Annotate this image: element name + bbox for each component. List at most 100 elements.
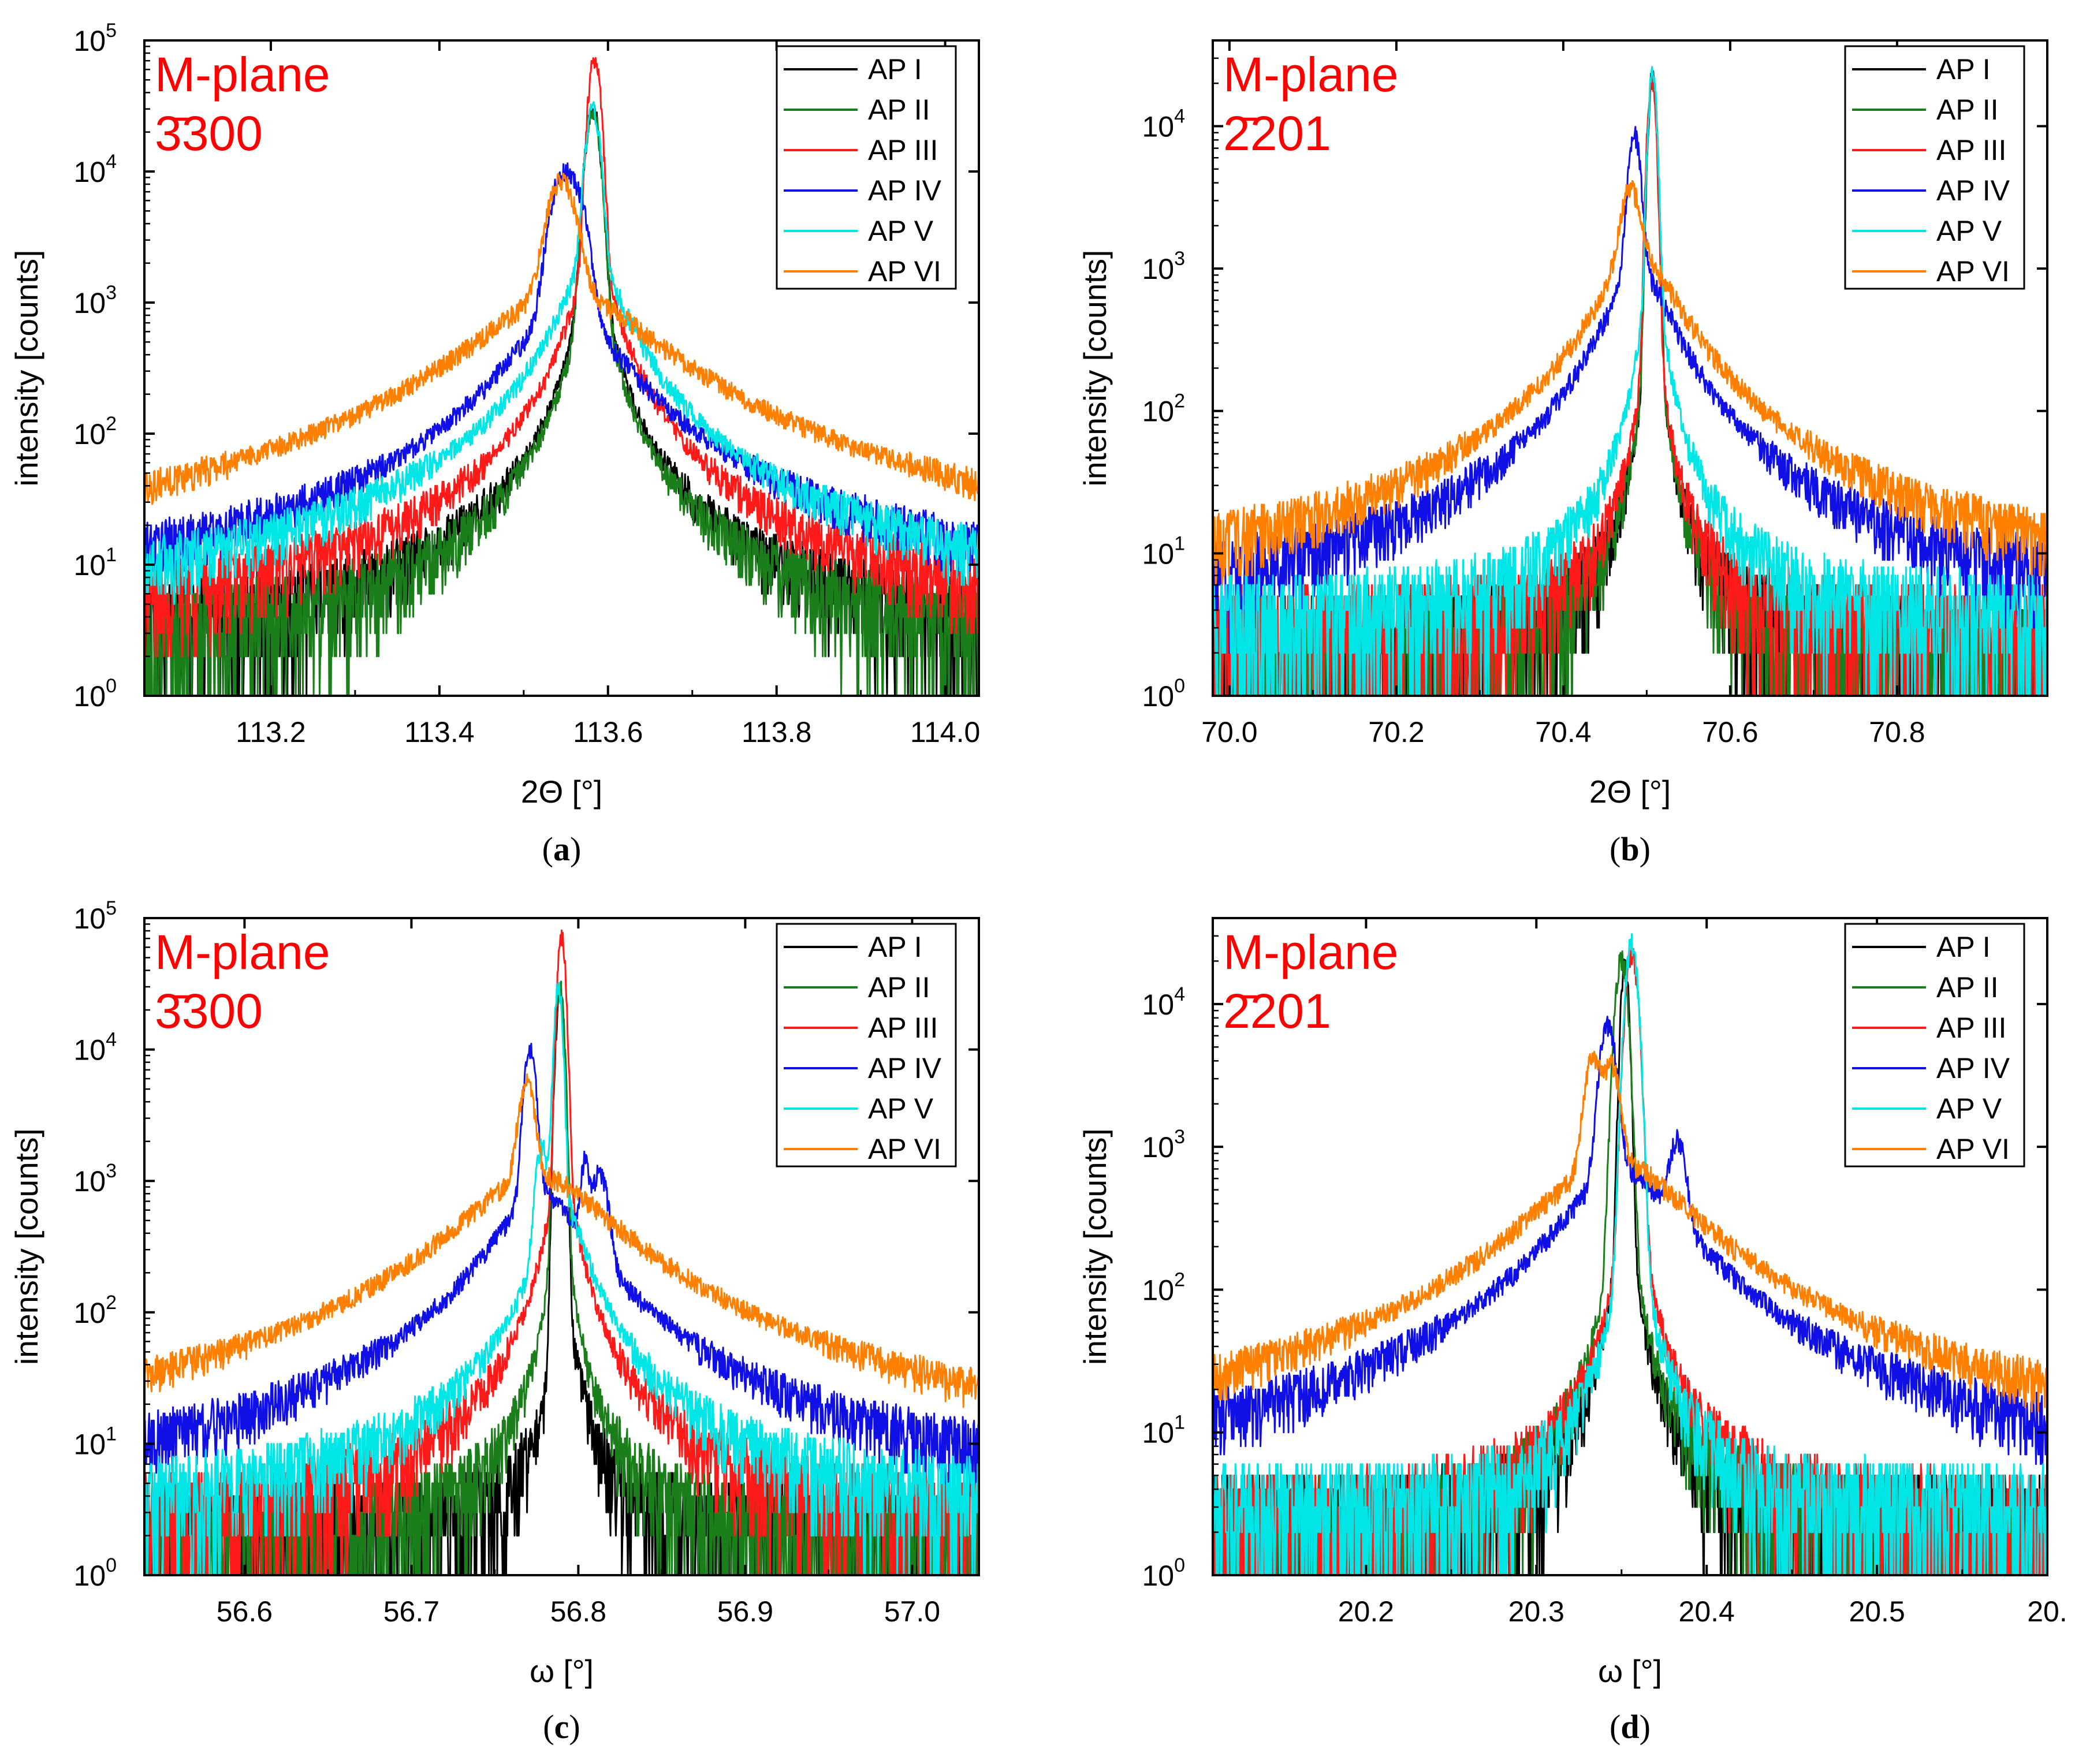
legend-label: AP I (1936, 931, 1991, 963)
x-tick-label: 114.0 (910, 716, 980, 748)
legend: AP I AP II AP III AP IV AP V AP VI (1844, 45, 2025, 290)
annotation-plane: M-plane (155, 47, 330, 102)
y-tick-label: 104 (73, 1029, 117, 1066)
chart-panel-b: 70.0 70.2 70.4 70.6 70.8 100 101 102 103 104 2Θ [°… (1077, 39, 2048, 868)
x-tick-label: 20.2 (1338, 1595, 1394, 1628)
y-tick-label: 102 (73, 1292, 117, 1329)
y-axis-title: intensity [counts] (1077, 1128, 1113, 1365)
y-tick-label: 104 (73, 151, 117, 188)
y-axis-title: intensity [counts] (9, 1128, 44, 1365)
legend-box (776, 45, 957, 290)
annotation-reflection: 2̄201 (1223, 984, 1331, 1038)
series-line-ap-vi (144, 1073, 979, 1408)
legend-label: AP IV (868, 1052, 942, 1084)
x-tick-label: 56.7 (383, 1595, 439, 1628)
y-tick-label: 104 (1142, 105, 1185, 143)
y-tick-label: 102 (1142, 390, 1185, 428)
legend-label: AP IV (1936, 1052, 2010, 1084)
y-tick-label: 101 (1142, 532, 1185, 570)
plot-frame (143, 39, 980, 697)
y-tick-label: 100 (1142, 675, 1185, 713)
y-tick-label: 103 (1142, 1126, 1185, 1163)
legend-label: AP II (868, 94, 930, 126)
annotation-plane: M-plane (1223, 47, 1398, 102)
x-tick-label: 56.9 (717, 1595, 773, 1628)
y-tick-label: 102 (1142, 1269, 1185, 1306)
legend-label: AP II (1936, 971, 1998, 1004)
x-tick-label: 70.6 (1702, 716, 1758, 748)
series-line-ap-vi (1213, 180, 2047, 586)
legend-label: AP III (1936, 1012, 2006, 1044)
legend-label: AP IV (868, 174, 942, 207)
plot-area (1213, 66, 2047, 696)
series-line-ap-v (144, 101, 979, 605)
panel-label: (c) (543, 1708, 580, 1746)
legend-label: AP III (868, 134, 938, 166)
x-tick-label: 57.0 (884, 1595, 940, 1628)
legend-box (776, 923, 957, 1168)
y-tick-label: 105 (73, 897, 117, 935)
x-tick-label: 56.6 (217, 1595, 273, 1628)
legend-label: AP V (868, 1092, 934, 1125)
y-tick-label: 101 (73, 544, 117, 581)
legend: AP I AP II AP III AP IV AP V AP VI (1844, 923, 2025, 1168)
panel-label: (a) (542, 830, 582, 868)
x-axis-title: 2Θ [°] (1589, 774, 1671, 810)
legend-label: AP V (1936, 215, 2002, 247)
y-tick-label: 100 (73, 675, 117, 713)
chart-panel-a: 113.2 113.4 113.6 113.8 114.0 100 101 102 103 104… (9, 20, 980, 868)
legend: AP I AP II AP III AP IV AP V AP VI (776, 45, 957, 290)
x-axis-title: ω [°] (530, 1653, 594, 1689)
y-axis-title: intensity [counts] (1077, 250, 1113, 487)
legend-label: AP I (868, 53, 922, 85)
chart-panel-d: 20.2 20.3 20.4 20.5 20. 100 101 102 103 104 ω [°] i… (1077, 917, 2067, 1746)
x-axis-title: 2Θ [°] (521, 774, 602, 810)
x-tick-label: 20.3 (1508, 1595, 1564, 1628)
legend-label: AP I (1936, 53, 1991, 85)
y-tick-label: 100 (73, 1554, 117, 1592)
plot-frame (143, 917, 980, 1576)
legend-label: AP III (868, 1012, 938, 1044)
plot-area (144, 929, 979, 1575)
plot-area (1213, 933, 2047, 1575)
annotation-reflection: 2̄201 (1223, 106, 1331, 161)
panel-label: (d) (1610, 1708, 1651, 1746)
legend-label: AP V (868, 215, 934, 247)
annotation-reflection: 3̄300 (155, 106, 263, 161)
y-tick-label: 101 (1142, 1412, 1185, 1449)
y-tick-label: 100 (1142, 1554, 1185, 1592)
x-tick-label: 70.0 (1201, 716, 1257, 748)
x-tick-label: 70.2 (1368, 716, 1424, 748)
series-line-ap-vi (1213, 1050, 2047, 1413)
y-tick-label: 103 (73, 282, 117, 319)
legend-label: AP VI (868, 255, 941, 288)
annotation-plane: M-plane (1223, 925, 1398, 979)
legend-label: AP III (1936, 134, 2006, 166)
x-tick-label: 70.8 (1869, 716, 1925, 748)
x-tick-label: 20.5 (1849, 1595, 1905, 1628)
series-line-ap-ii (144, 104, 979, 696)
x-tick-label: 20.4 (1679, 1595, 1735, 1628)
x-tick-label: 113.6 (573, 716, 643, 748)
y-tick-label: 104 (1142, 983, 1185, 1021)
x-tick-label: 56.8 (550, 1595, 606, 1628)
legend-label: AP V (1936, 1092, 2002, 1125)
annotation-plane: M-plane (155, 925, 330, 979)
series-line-ap-vi (144, 173, 979, 505)
legend-box (1844, 923, 2025, 1168)
y-tick-label: 101 (73, 1423, 117, 1460)
panel-label: (b) (1610, 830, 1651, 868)
annotation-reflection: 3̄300 (155, 984, 263, 1038)
x-axis-title: ω [°] (1598, 1653, 1662, 1689)
x-tick-label: 70.4 (1535, 716, 1591, 748)
series-line-ap-iv (1213, 126, 2047, 654)
legend-label: AP VI (1936, 255, 2010, 288)
series-line-ap-v (1213, 66, 2047, 696)
y-tick-label: 103 (1142, 248, 1185, 285)
chart-panel-c: 56.6 56.7 56.8 56.9 57.0 100 101 102 103 104 105 ω … (9, 897, 980, 1746)
legend-label: AP II (868, 971, 930, 1004)
legend-label: AP VI (1936, 1133, 2010, 1165)
x-tick-label: 113.2 (236, 716, 306, 748)
y-axis-title: intensity [counts] (9, 250, 44, 487)
